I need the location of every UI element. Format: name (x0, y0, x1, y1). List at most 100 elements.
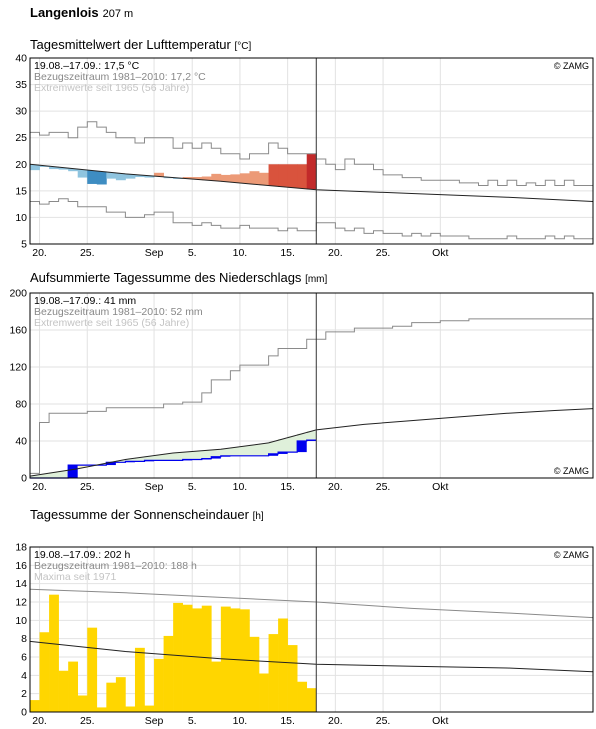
sunshine-panel-title: Tagessumme der Sonnenscheindauer [h] (30, 507, 264, 522)
x-tick-label: 15. (280, 481, 295, 493)
y-tick-label: 40 (15, 53, 27, 65)
x-tick-label: 25. (376, 481, 391, 493)
y-tick-label: 10 (15, 212, 27, 224)
sunshine-bar (230, 608, 241, 712)
y-tick-label: 0 (21, 473, 27, 485)
x-tick-label: 5. (188, 715, 197, 727)
x-tick-label: 25. (80, 481, 95, 493)
extreme-max-line (30, 318, 593, 474)
plot-background (30, 58, 593, 244)
y-tick-label: 16 (15, 560, 27, 572)
precipitation-anomaly-fill (297, 433, 308, 441)
sunshine-bar (259, 673, 269, 712)
precipitation-unit: [mm] (305, 274, 328, 285)
temperature-anomaly-bar (230, 174, 241, 183)
info-reference-value: Bezugszeitraum 1981–2010: 17,2 °C (34, 71, 206, 83)
x-tick-label: 20. (32, 715, 47, 727)
y-tick-label: 4 (21, 670, 27, 682)
temperature-anomaly-bar (68, 168, 79, 172)
sunshine-bar (87, 627, 98, 712)
precipitation-anomaly-fill (144, 456, 155, 461)
temperature-anomaly-bar (268, 164, 279, 186)
precipitation-anomaly-fill (268, 441, 279, 454)
precipitation-anomaly-fill (211, 449, 222, 457)
daily-precipitation-bar (268, 453, 279, 456)
x-tick-label: Sep (145, 481, 164, 493)
temperature-anomaly-bar (115, 173, 126, 181)
panel-0-chart (29, 57, 594, 245)
extreme-max-line (30, 121, 593, 186)
y-tick-label: 160 (9, 325, 27, 337)
temperature-anomaly-bar (49, 166, 60, 170)
copyright-label: © ZAMG (554, 466, 589, 476)
x-tick-label: 20. (328, 481, 343, 493)
station-name: Langenlois (30, 5, 99, 20)
precipitation-anomaly-fill (259, 443, 269, 456)
daily-precipitation-bar (278, 452, 288, 454)
x-tick-label: 20. (328, 715, 343, 727)
y-tick-label: 14 (15, 578, 27, 590)
info-period-value: 19.08.–17.09.: 202 h (34, 549, 130, 561)
y-tick-label: 5 (21, 239, 27, 251)
y-tick-label: 2 (21, 688, 27, 700)
y-tick-label: 25 (15, 132, 27, 144)
precipitation-anomaly-fill (49, 472, 60, 478)
temperature-anomaly-bar (192, 177, 203, 180)
y-tick-label: 30 (15, 106, 27, 118)
sunshine-bar (39, 632, 50, 712)
panel-1-chart (29, 292, 594, 479)
x-tick-label: 25. (376, 247, 391, 259)
precipitation-anomaly-fill (125, 458, 136, 462)
precipitation-anomaly-fill (287, 436, 298, 453)
precipitation-anomaly-fill (306, 431, 317, 441)
temperature-anomaly-bar (144, 175, 155, 178)
x-tick-label: 5. (188, 481, 197, 493)
x-tick-label: 5. (188, 247, 197, 259)
precipitation-anomaly-fill (115, 460, 126, 463)
copyright-label: © ZAMG (554, 61, 589, 71)
plot-frame (29, 292, 594, 479)
x-tick-label: 15. (280, 247, 295, 259)
precipitation-anomaly-fill (30, 475, 40, 478)
x-tick-label: Okt (432, 481, 448, 493)
info-extremes-note: Maxima seit 1971 (34, 571, 116, 583)
x-tick-label: 10. (233, 481, 248, 493)
plot-frame (29, 546, 594, 713)
sunshine-bar (182, 604, 193, 712)
y-tick-label: 40 (15, 436, 27, 448)
x-tick-label: Okt (432, 715, 448, 727)
copyright-label: © ZAMG (554, 550, 589, 560)
precipitation-anomaly-fill (230, 447, 241, 456)
panel-2-chart (29, 546, 594, 713)
sunshine-bar (115, 677, 126, 712)
x-tick-label: 25. (376, 715, 391, 727)
x-tick-label: 10. (233, 715, 248, 727)
y-tick-label: 200 (9, 288, 27, 300)
x-tick-label: 25. (80, 715, 95, 727)
station-altitude: 207 m (102, 8, 134, 20)
precipitation-anomaly-fill (249, 444, 260, 456)
precipitation-anomaly-fill (39, 473, 50, 478)
daily-precipitation-bar (106, 462, 116, 466)
station-title: Langenlois 207 m (30, 5, 133, 20)
info-extremes-note: Extremwerte seit 1965 (56 Jahre) (34, 317, 189, 329)
sunshine-bar (201, 605, 212, 712)
temperature-anomaly-bar (306, 153, 317, 190)
sunshine-bar (278, 618, 288, 712)
daily-precipitation-bar (68, 465, 78, 478)
observed-cumulative-line (30, 439, 317, 479)
sunshine-unit: [h] (252, 511, 264, 522)
sunshine-bar (173, 602, 183, 712)
temperature-anomaly-bar (249, 171, 260, 185)
sunshine-bar (211, 661, 222, 712)
x-tick-label: Sep (145, 247, 164, 259)
y-tick-label: 8 (21, 633, 27, 645)
sunshine-bar (306, 688, 317, 712)
y-tick-label: 18 (15, 542, 27, 554)
sunshine-bar (49, 594, 59, 712)
plot-frame (29, 57, 594, 245)
precipitation-anomaly-fill (58, 470, 69, 478)
temperature-anomaly-bar (134, 174, 145, 178)
x-tick-label: 20. (32, 481, 47, 493)
